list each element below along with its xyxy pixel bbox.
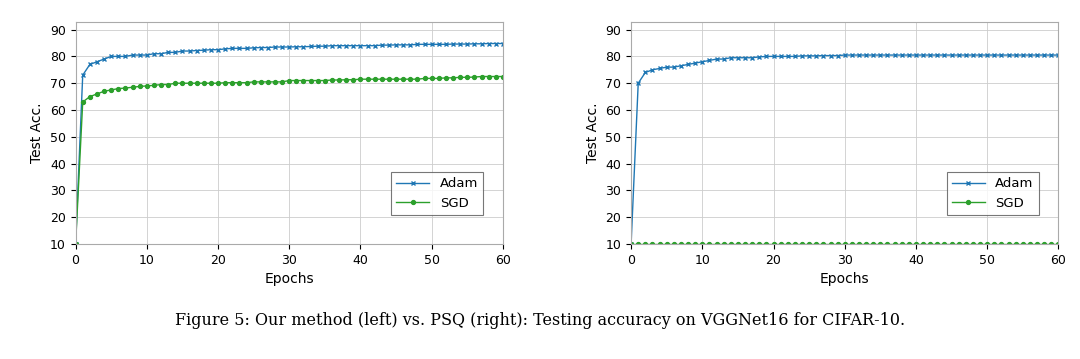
SGD bbox=[1052, 242, 1065, 246]
Legend: Adam, SGD: Adam, SGD bbox=[391, 172, 484, 215]
SGD bbox=[710, 242, 723, 246]
Line: Adam: Adam bbox=[73, 41, 505, 246]
Y-axis label: Test Acc.: Test Acc. bbox=[585, 103, 599, 163]
SGD bbox=[297, 78, 310, 83]
Adam bbox=[725, 56, 738, 60]
Adam bbox=[297, 45, 310, 49]
Line: Adam: Adam bbox=[629, 53, 1061, 246]
SGD bbox=[475, 74, 488, 79]
Adam bbox=[168, 50, 181, 55]
Adam bbox=[838, 53, 851, 57]
Adam bbox=[1052, 53, 1065, 57]
SGD bbox=[995, 242, 1008, 246]
X-axis label: Epochs: Epochs bbox=[265, 272, 314, 286]
Adam bbox=[1002, 53, 1015, 57]
Y-axis label: Test Acc.: Test Acc. bbox=[30, 103, 44, 163]
X-axis label: Epochs: Epochs bbox=[820, 272, 869, 286]
SGD bbox=[168, 81, 181, 85]
Adam bbox=[497, 41, 510, 46]
Adam bbox=[624, 242, 637, 246]
Adam bbox=[325, 43, 338, 48]
SGD bbox=[497, 74, 510, 79]
Adam bbox=[482, 41, 495, 46]
Adam bbox=[440, 42, 453, 46]
Adam bbox=[774, 54, 787, 59]
SGD bbox=[154, 83, 167, 87]
Adam bbox=[154, 52, 167, 56]
SGD bbox=[69, 242, 82, 246]
SGD bbox=[325, 78, 338, 82]
Legend: Adam, SGD: Adam, SGD bbox=[946, 172, 1039, 215]
SGD bbox=[725, 242, 738, 246]
SGD bbox=[624, 242, 637, 246]
SGD bbox=[852, 242, 865, 246]
SGD bbox=[218, 80, 231, 85]
Adam bbox=[888, 53, 901, 57]
SGD bbox=[440, 76, 453, 80]
Adam bbox=[860, 53, 873, 57]
SGD bbox=[774, 242, 787, 246]
Line: SGD: SGD bbox=[73, 74, 505, 246]
Line: SGD: SGD bbox=[629, 242, 1061, 246]
SGD bbox=[881, 242, 894, 246]
Text: Figure 5: Our method (left) vs. PSQ (right): Testing accuracy on VGGNet16 for CI: Figure 5: Our method (left) vs. PSQ (rig… bbox=[175, 312, 905, 329]
Adam bbox=[710, 57, 723, 61]
Adam bbox=[218, 47, 231, 51]
Adam bbox=[69, 242, 82, 246]
